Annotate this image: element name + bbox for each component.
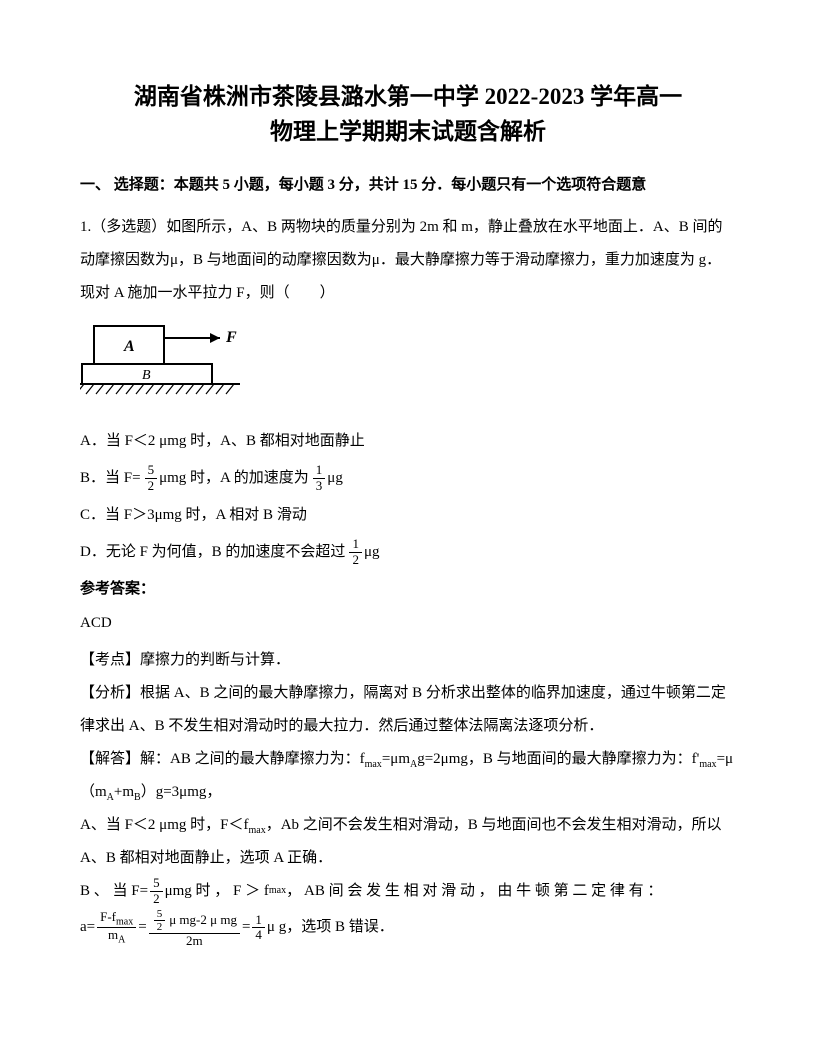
title-line-1: 湖南省株洲市茶陵县潞水第一中学 2022-2023 学年高一 xyxy=(80,80,736,115)
answer-label: 参考答案： xyxy=(80,575,736,604)
fraction-1-2: 12 xyxy=(349,537,362,567)
fraction-5-2-b: 52 xyxy=(150,876,163,906)
option-c: C．当 F＞3μmg 时，A 相对 B 滑动 xyxy=(80,499,736,532)
section-1-heading: 一、 选择题：本题共 5 小题，每小题 3 分，共计 15 分．每小题只有一个选… xyxy=(80,173,736,197)
option-b: B．当 F= 52 μmg 时，A 的加速度为 13 μg xyxy=(80,462,736,495)
option-d-pre: D．无论 F 为何值，B 的加速度不会超过 xyxy=(80,536,345,569)
option-d-end: μg xyxy=(364,536,380,569)
figure-label-f: F xyxy=(225,329,237,346)
title-line-2: 物理上学期期末试题含解析 xyxy=(80,115,736,150)
question-1-figure: A F B xyxy=(80,320,736,413)
analysis-kaodian: 【考点】摩擦力的判断与计算． xyxy=(80,644,736,677)
page-title: 湖南省株洲市茶陵县潞水第一中学 2022-2023 学年高一 物理上学期期末试题… xyxy=(80,80,736,149)
equation-line: a= F-fmax mA = 52 μ mg-2 μ mg 2m = 14 μ … xyxy=(80,908,736,948)
eq-frac-3: 14 xyxy=(252,913,265,943)
figure-label-b: B xyxy=(142,368,151,383)
eq-frac-2: 52 μ mg-2 μ mg 2m xyxy=(149,908,240,948)
figure-label-a: A xyxy=(123,338,135,355)
answer-value: ACD xyxy=(80,609,736,638)
option-b-mid: μmg 时，A 的加速度为 xyxy=(159,462,309,495)
eq-frac-1: F-fmax mA xyxy=(97,910,136,946)
fraction-5-2: 52 xyxy=(145,463,158,493)
analysis-fenxi: 【分析】根据 A、B 之间的最大静摩擦力，隔离对 B 分析求出整体的临界加速度，… xyxy=(80,677,736,743)
option-a: A．当 F＜2 μmg 时，A、B 都相对地面静止 xyxy=(80,425,736,458)
option-b-end: μg xyxy=(327,462,343,495)
analysis-jieda-1: 【解答】解：AB 之间的最大静摩擦力为：fmax=μmAg=2μmg，B 与地面… xyxy=(80,743,736,809)
question-1-stem: 1.（多选题）如图所示，A、B 两物块的质量分别为 2m 和 m，静止叠放在水平… xyxy=(80,211,736,310)
analysis-option-a: A、当 F＜2 μmg 时，F＜fmax，Ab 之间不会发生相对滑动，B 与地面… xyxy=(80,809,736,875)
option-b-pre: B．当 F= xyxy=(80,462,141,495)
fraction-1-3: 13 xyxy=(313,463,326,493)
eq-a-label: a= xyxy=(80,911,95,944)
option-d: D．无论 F 为何值，B 的加速度不会超过 12 μg xyxy=(80,536,736,569)
analysis-option-b: B 、 当 F= 52 μmg 时 ， F ＞ fmax ， AB 间 会 发 … xyxy=(80,875,736,908)
eq-end-text: ，选项 B 错误． xyxy=(286,911,394,944)
